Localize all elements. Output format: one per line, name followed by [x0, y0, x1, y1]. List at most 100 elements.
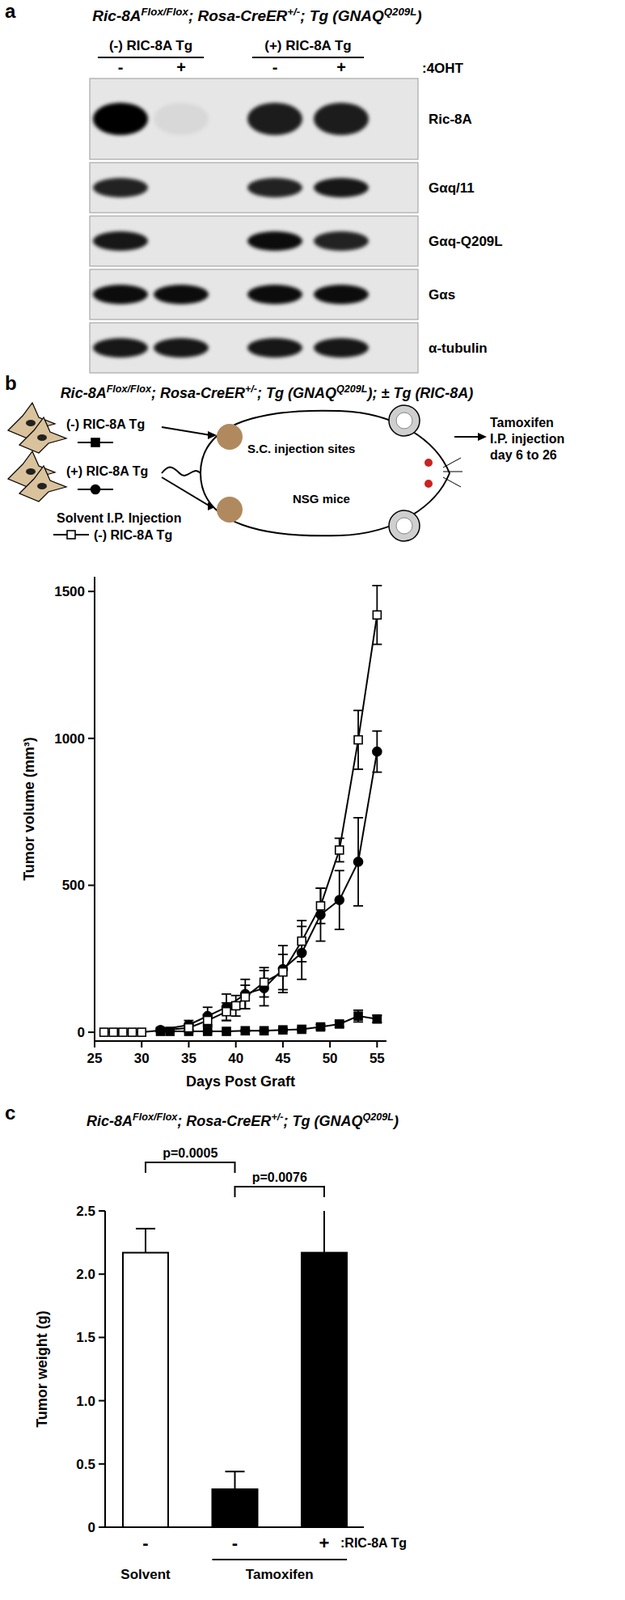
chart-title: Ric-8AFlox/Flox; Rosa-CreER+/-; Tg (GNAQ…: [86, 1110, 399, 1129]
significance-bracket: [235, 1186, 326, 1197]
error-cap: [315, 886, 326, 889]
y-tick-label: 2.0: [76, 1266, 96, 1282]
data-point: [165, 1026, 174, 1035]
error-bar: [371, 585, 382, 645]
error-cap: [240, 1007, 250, 1010]
data-point: [297, 948, 307, 958]
treatment-text: I.P. injection: [489, 431, 565, 446]
data-point: [278, 967, 288, 976]
data-point: [109, 1027, 118, 1036]
band: [313, 337, 369, 358]
error-stem: [323, 1210, 326, 1253]
y-tick-label: 1500: [54, 583, 85, 600]
blot-strip: [89, 269, 419, 320]
error-cap: [371, 771, 382, 773]
treatment-text: Tamoxifen: [489, 415, 554, 430]
lane-label: +: [176, 58, 186, 77]
mouse-ear: [388, 510, 420, 541]
error-cap: [353, 709, 364, 711]
error-bar: [240, 979, 250, 1009]
data-point: [372, 747, 382, 756]
text-part: +/-: [244, 383, 258, 395]
data-point: [372, 1014, 381, 1023]
error-cap: [240, 983, 250, 986]
row-label: Gαq/11: [428, 180, 475, 196]
site-label: S.C. injection sites: [247, 441, 355, 456]
data-point: [335, 845, 344, 854]
panel-label: b: [4, 371, 17, 394]
error-bar: [231, 995, 241, 1016]
band: [313, 284, 369, 305]
p-value: p=0.0076: [252, 1169, 308, 1184]
band: [92, 337, 148, 358]
band: [92, 284, 148, 305]
band: [153, 102, 209, 136]
group-underline: [97, 56, 204, 59]
error-bar: [221, 993, 232, 1021]
data-point: [316, 901, 325, 910]
x-tick-label: 55: [369, 1050, 385, 1066]
error-cap: [296, 978, 307, 980]
data-point: [297, 936, 306, 945]
cell-body: [19, 417, 67, 453]
error-bar: [371, 730, 382, 773]
error-cap: [231, 1014, 241, 1017]
text-part: Q209L: [362, 1110, 394, 1123]
y-tick: [88, 1030, 95, 1033]
data-point: [297, 1024, 306, 1033]
band: [247, 337, 303, 358]
group-label: (+) RIC-8A Tg: [264, 38, 352, 54]
error-cap: [221, 1019, 232, 1022]
band: [92, 177, 148, 198]
x-tick-label: -: [142, 1532, 148, 1553]
y-tick: [98, 1335, 106, 1338]
legend-label: (+) RIC-8A Tg: [66, 464, 148, 478]
data-point: [260, 1026, 269, 1035]
cell-nucleus: [37, 434, 47, 441]
data-point: [232, 1000, 241, 1010]
text-part: +/-: [270, 1110, 283, 1123]
error-bar: [353, 1009, 364, 1022]
data-point: [354, 735, 363, 744]
error-cap: [315, 922, 326, 925]
text-part: ; Rosa-CreER: [188, 7, 288, 25]
error-cap: [371, 643, 382, 646]
x-tick-label: 50: [322, 1050, 338, 1066]
text-part: ): [392, 1112, 399, 1129]
error-bar: [334, 837, 345, 862]
group-underline: [252, 56, 364, 59]
error-bar: [278, 945, 288, 993]
error-cap: [231, 994, 241, 997]
error-cap: [202, 1005, 213, 1008]
data-point: [278, 1025, 288, 1034]
band: [247, 102, 303, 136]
error-bar: [353, 817, 364, 906]
y-tick: [88, 883, 95, 886]
legend-marker: [91, 485, 101, 495]
error-cap: [259, 996, 270, 998]
x-tick-label: 25: [87, 1050, 103, 1066]
y-tick: [98, 1525, 106, 1528]
chart-title: Ric-8AFlox/Flox; Rosa-CreER+/-; Tg (GNAQ…: [60, 383, 474, 402]
text-part: +/-: [287, 5, 300, 18]
panel-label: c: [4, 1101, 16, 1124]
group-label: Solvent: [120, 1566, 171, 1582]
significance-bracket: [145, 1161, 236, 1173]
row-label: Ric-8A: [428, 111, 473, 127]
mouse-tail: [161, 467, 201, 476]
error-cap: [353, 768, 364, 770]
data-point: [260, 977, 269, 986]
x-tick-label: 30: [134, 1050, 150, 1066]
data-point: [118, 1027, 127, 1036]
data-point: [316, 909, 326, 919]
error-cap: [334, 860, 345, 862]
error-stem: [144, 1228, 147, 1253]
data-point: [128, 1027, 137, 1036]
cell-nucleus: [37, 482, 47, 490]
error-cap: [240, 1007, 250, 1010]
error-cap: [353, 904, 364, 907]
x-tick-label: -: [232, 1532, 238, 1553]
error-bar: [259, 967, 270, 997]
cell-nucleus: [25, 419, 36, 427]
lane-label: -: [118, 58, 124, 77]
